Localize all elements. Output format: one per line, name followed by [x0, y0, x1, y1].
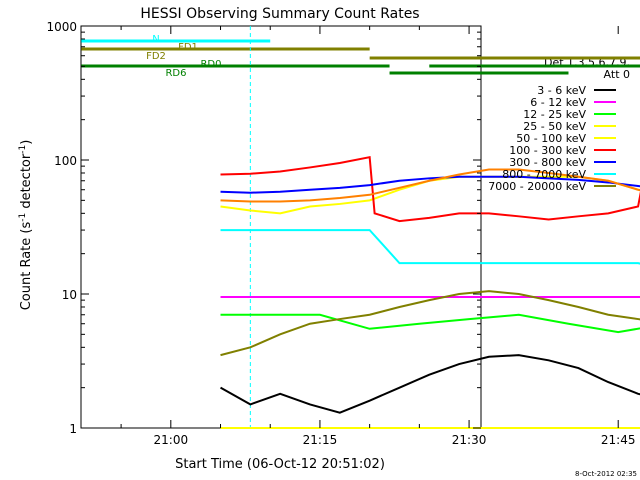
legend-label-6: 300 - 800 keV — [509, 156, 586, 169]
plot-frame — [80, 25, 482, 429]
x-tick-label: 21:15 — [303, 433, 338, 447]
legend-label-3: 25 - 50 keV — [523, 120, 586, 133]
legend-label-1: 6 - 12 keV — [530, 96, 586, 109]
x-tick-label: 21:30 — [452, 433, 487, 447]
legend-label-4: 50 - 100 keV — [516, 132, 586, 145]
legend-label-8: 7000 - 20000 keV — [488, 180, 586, 193]
y-tick-label: 10 — [62, 288, 77, 302]
chart-title: HESSI Observing Summary Count Rates — [140, 6, 419, 22]
series-line-2 — [220, 313, 640, 334]
y-tick-label: 1 — [69, 422, 77, 436]
flag-label-rd6: RD6 — [165, 68, 186, 79]
series-line-6 — [220, 175, 640, 194]
y-axis-label: Count Rate (s-1 detector-1) — [18, 140, 34, 311]
x-tick-label: 21:45 — [601, 433, 636, 447]
y-tick-label: 1000 — [46, 20, 77, 34]
legend-title-line2: Att 0 — [604, 68, 630, 81]
series-line-7 — [220, 229, 640, 265]
plot-area: 21:0021:1521:3021:4522:0022:1522:3011010… — [46, 20, 640, 447]
legend-label-0: 3 - 6 keV — [537, 84, 586, 97]
legend-label-2: 12 - 25 keV — [523, 108, 586, 121]
flag-label-rd0: RD0 — [200, 59, 221, 70]
y-tick-label: 100 — [54, 154, 77, 168]
x-tick-label: 21:00 — [154, 433, 189, 447]
flag-label-fd1: FD1 — [178, 42, 198, 53]
flag-label-n: N — [152, 34, 159, 45]
date-stamp: 8-Oct-2012 02:35 — [575, 470, 637, 478]
series-line-5 — [220, 155, 640, 223]
series-line-8 — [220, 290, 640, 357]
flag-label-fd2: FD2 — [146, 51, 166, 62]
series-line-extra-0 — [220, 168, 640, 203]
x-axis-label: Start Time (06-Oct-12 20:51:02) — [175, 457, 385, 472]
legend-label-7: 800 - 7000 keV — [502, 168, 586, 181]
series-line-1 — [220, 295, 640, 298]
legend-label-5: 100 - 300 keV — [509, 144, 586, 157]
series-line-0 — [220, 354, 640, 414]
